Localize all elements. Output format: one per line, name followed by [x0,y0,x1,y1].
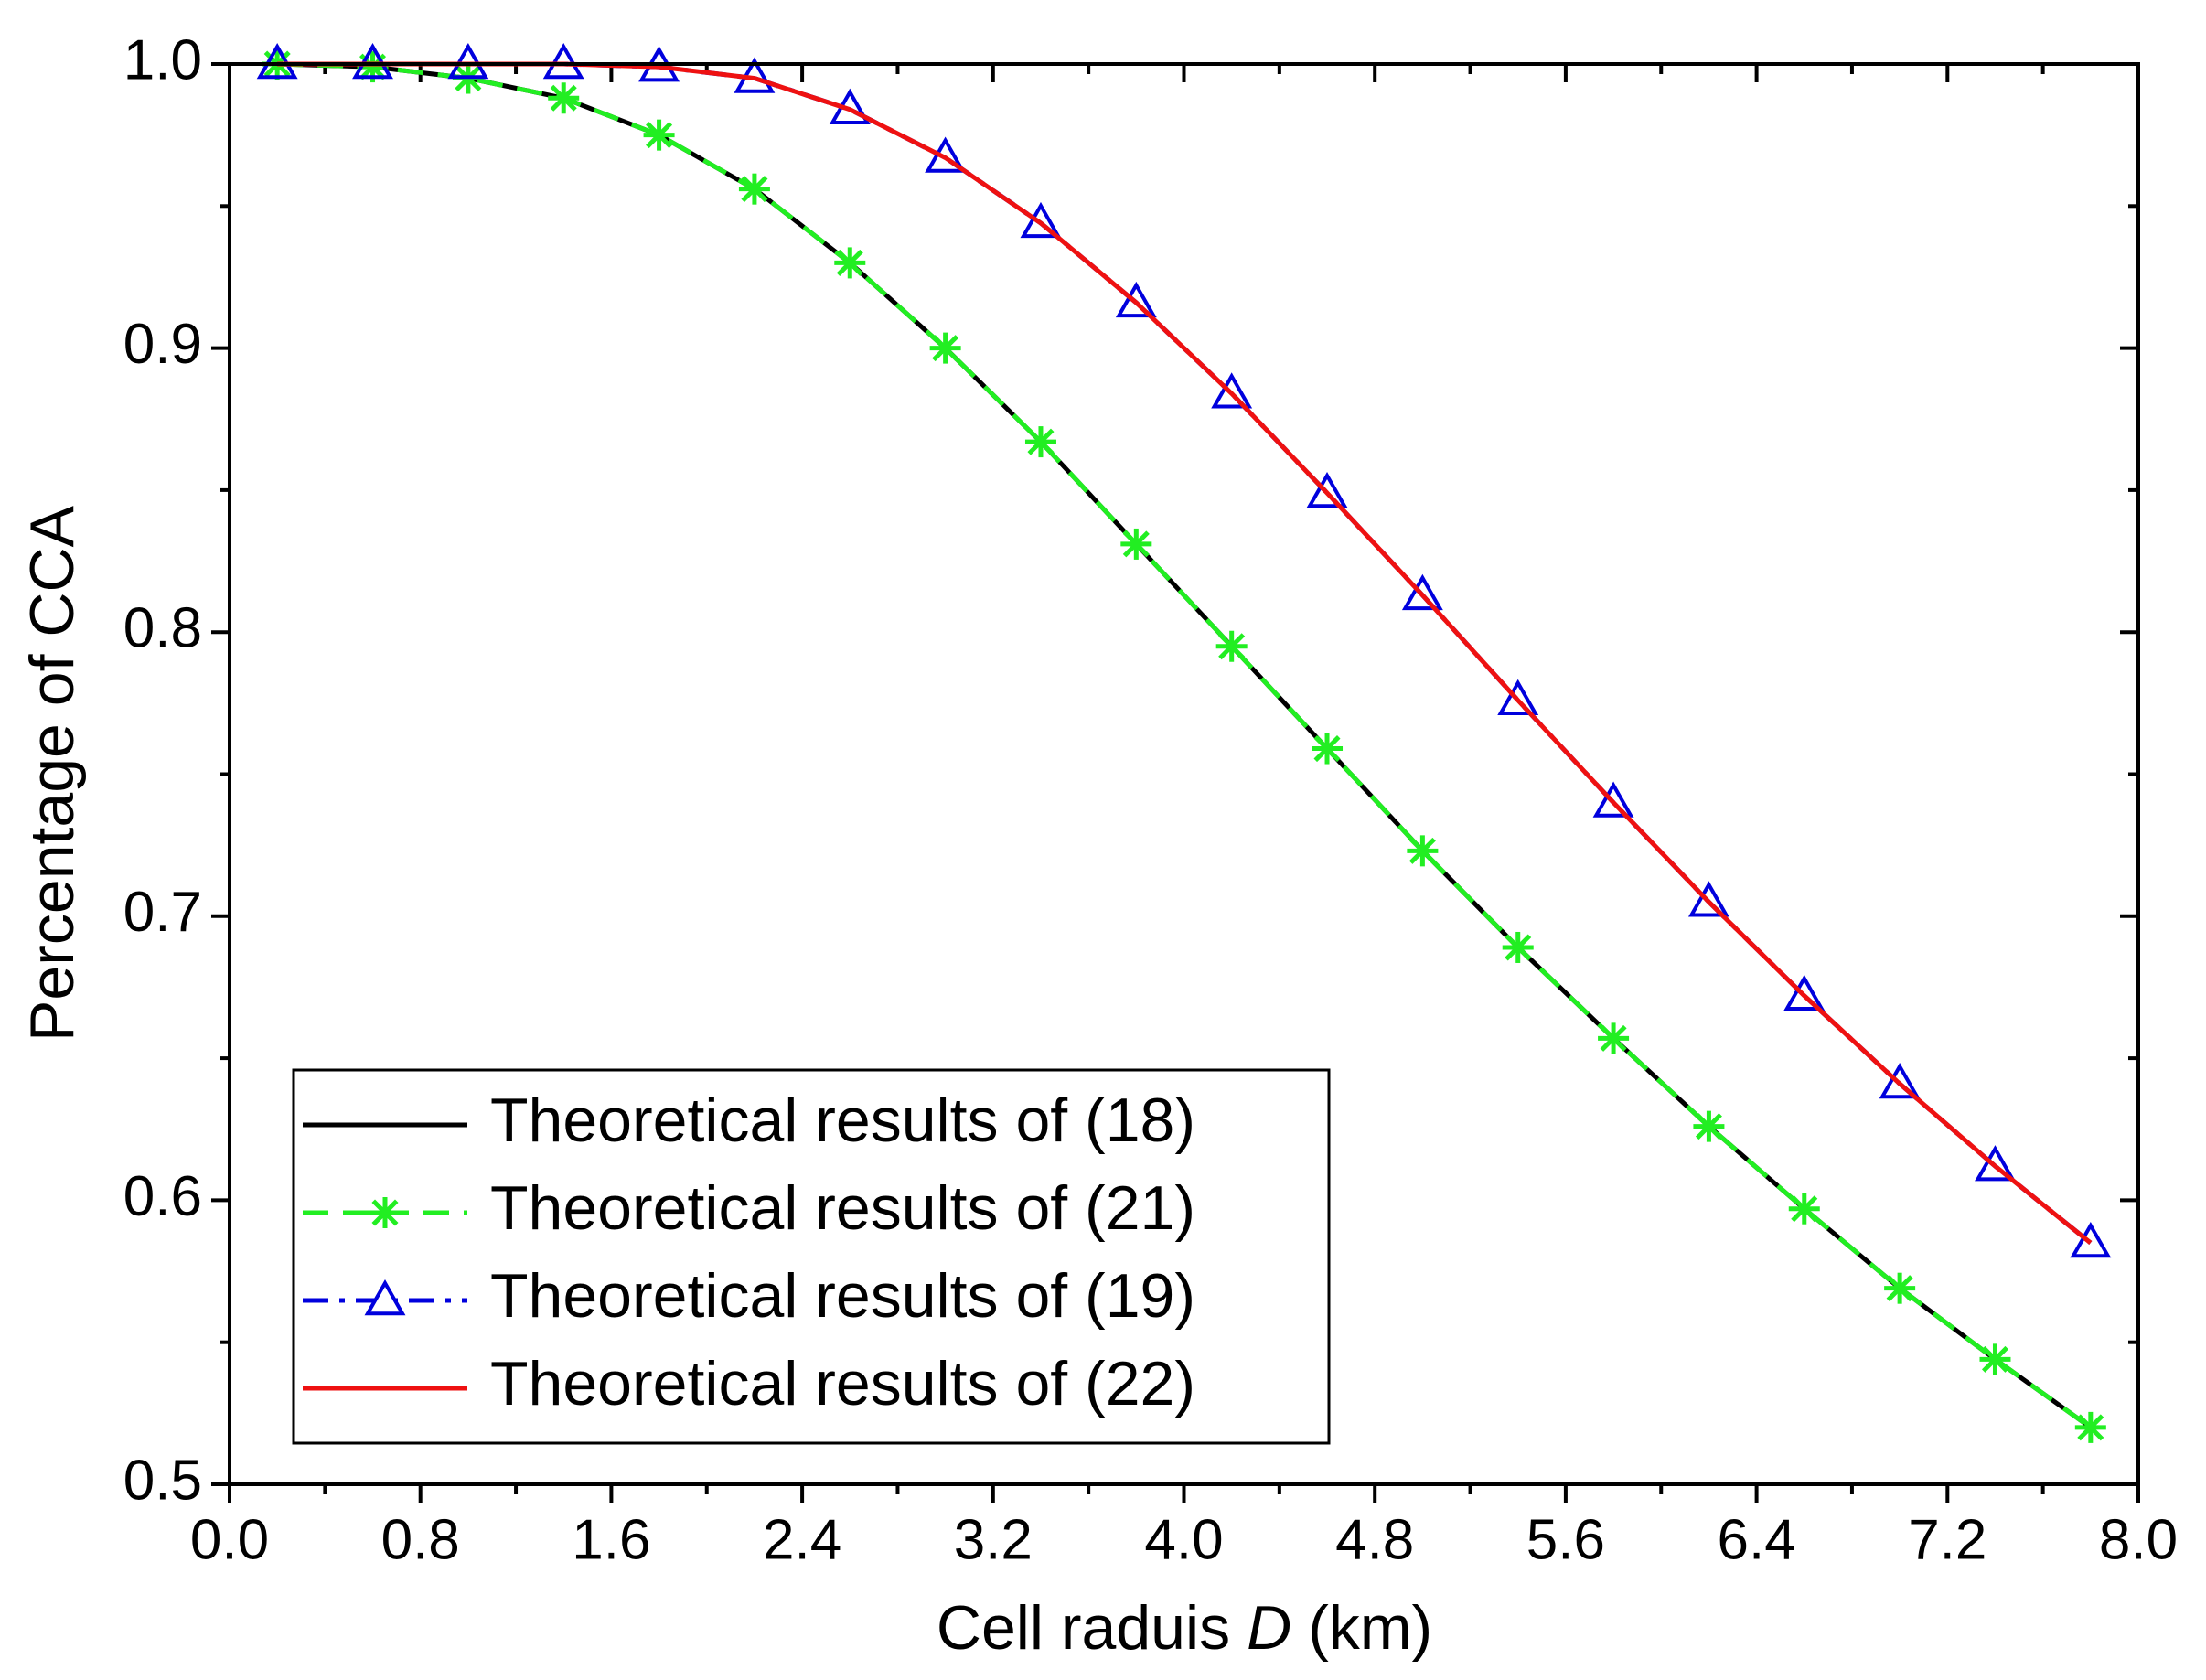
x-tick-label: 0.0 [190,1508,269,1571]
y-tick-label: 0.7 [123,881,202,944]
legend-label: Theoretical results of (22) [490,1349,1195,1418]
line [277,61,2093,1245]
legend-label: Theoretical results of (18) [490,1086,1195,1155]
triangle-marker [1020,201,1062,239]
star-stroke [1981,1345,2008,1373]
triangle-marker [1115,281,1157,318]
star-stroke [932,335,959,362]
triangle-marker [1592,781,1634,818]
x-tick-label: 5.6 [1526,1508,1605,1571]
triangle-marker [1211,372,1253,409]
star-marker [1884,1272,1916,1304]
x-tick-label: 7.2 [1908,1508,1986,1571]
star-stroke [1791,1195,1818,1223]
y-tick-label: 0.9 [123,313,202,376]
y-tick-label: 0.5 [123,1449,202,1512]
star-marker [548,82,580,114]
star-marker [1120,528,1152,560]
line [277,61,2093,1245]
x-tick-label: 0.8 [381,1508,460,1571]
star-marker [1024,426,1056,458]
star-marker [738,173,770,205]
y-tick-label: 1.0 [123,28,202,91]
star-marker [1693,1110,1725,1142]
triangle-marker [1306,471,1348,508]
star-marker [643,119,675,151]
triangle-marker [1401,573,1443,611]
series [277,61,2093,1245]
star-marker [2074,1411,2106,1443]
star-marker [1502,931,1534,963]
legend-label: Theoretical results of (19) [490,1261,1195,1331]
star-stroke [1408,837,1436,864]
star-stroke [741,176,768,203]
star-stroke [371,1199,399,1226]
star-stroke [1218,633,1246,660]
x-tick-label: 4.8 [1335,1508,1414,1571]
legend-marker [369,1197,401,1228]
star-marker [834,247,866,279]
legend: Theoretical results of (18) Theoretical r… [292,1068,1331,1445]
star-stroke [1505,934,1532,961]
star-stroke [1313,735,1341,763]
x-label-text: Cell raduis [937,1593,1230,1663]
triangle-marker [1879,1063,1921,1099]
x-tick-label: 8.0 [2099,1508,2178,1571]
y-tick-label: 0.6 [123,1165,202,1228]
star-marker [1312,733,1344,765]
legend-box [292,1068,1331,1445]
star-stroke [2077,1414,2104,1441]
y-tick-label: 0.8 [123,597,202,660]
x-tick-label: 1.6 [572,1508,650,1571]
x-tick-label: 4.0 [1144,1508,1223,1571]
star-marker [1788,1193,1820,1225]
star-marker [1598,1022,1630,1054]
legend-label: Theoretical results of (21) [490,1173,1195,1243]
triangle-marker [1687,881,1729,917]
star-stroke [836,249,863,276]
legend-marker [364,1279,406,1316]
y-axis-label: Percentage of CCA [17,505,87,1042]
triangle-marker [1783,974,1826,1011]
star-stroke [1122,530,1150,558]
triangle-marker [1975,1145,2016,1182]
x-tick-label: 6.4 [1717,1508,1795,1571]
x-label-unit: (km) [1308,1593,1432,1663]
star-marker [1979,1343,2011,1375]
star-stroke [646,122,673,149]
x-tick-label: 3.2 [954,1508,1033,1571]
line [277,61,2093,1429]
star-stroke [1600,1024,1627,1052]
x-axis-label: Cell raduis D (km) [937,1593,1432,1663]
plot-frame [228,62,2140,1486]
x-label-variable: D [1247,1593,1291,1663]
star-stroke [1027,428,1055,455]
star-stroke [1695,1113,1722,1140]
star-stroke [1886,1275,1913,1302]
triangle-marker [2070,1221,2112,1258]
star-marker [929,332,961,364]
triangle-marker [1497,679,1539,715]
star-marker [1407,835,1439,867]
x-tick-label: 2.4 [763,1508,841,1571]
star-marker [1215,630,1248,662]
star-stroke [550,84,577,112]
